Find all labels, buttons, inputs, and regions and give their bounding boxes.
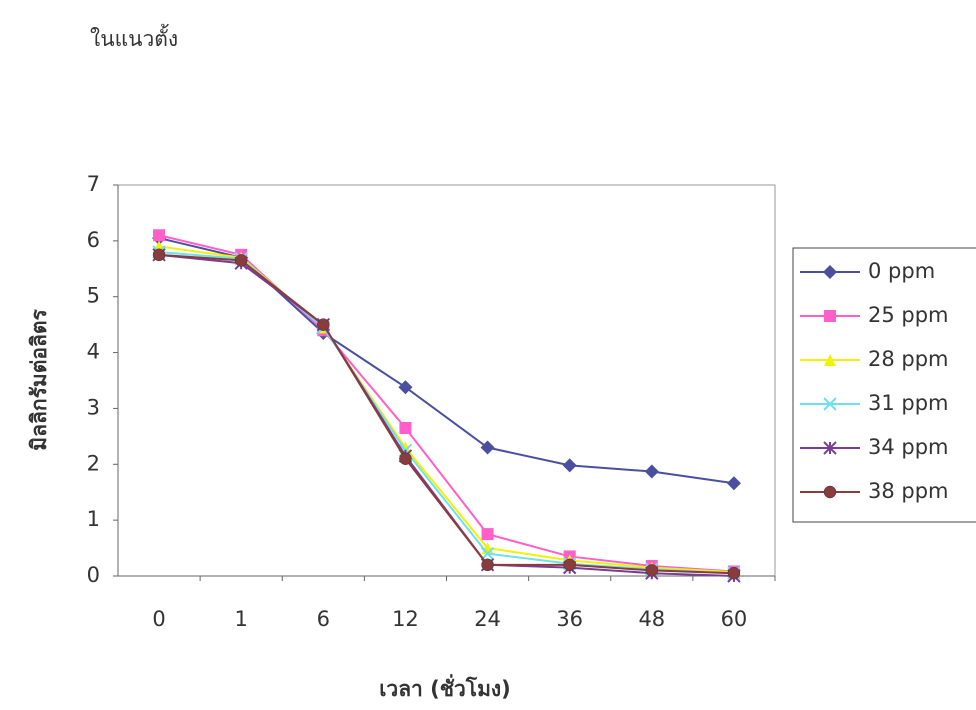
legend-marker	[823, 485, 837, 499]
legend-marker	[823, 397, 837, 411]
data-point	[317, 318, 330, 331]
legend-label: 38 ppm	[868, 479, 949, 503]
y-tick-label: 6	[87, 228, 100, 252]
y-tick-label: 4	[87, 340, 100, 364]
data-point	[481, 558, 494, 572]
y-tick-label: 7	[87, 172, 100, 196]
data-point	[727, 566, 741, 580]
x-tick-label: 12	[392, 607, 419, 631]
legend	[792, 247, 976, 523]
x-tick-label: 6	[317, 607, 330, 631]
x-axis-label: เวลา (ชั่วโมง)	[379, 673, 511, 701]
legend-marker	[824, 310, 836, 322]
y-axis-label: มิลลิกรัมต่อลิตร	[27, 309, 51, 451]
x-tick-label: 24	[474, 607, 501, 631]
legend-label: 31 ppm	[868, 391, 949, 415]
series-line	[158, 251, 734, 575]
data-point	[234, 254, 248, 267]
legend-marker	[823, 265, 837, 279]
y-tick-label: 2	[87, 451, 100, 475]
data-point	[152, 248, 166, 262]
series-line	[158, 245, 734, 574]
x-tick-label: 36	[556, 607, 583, 631]
data-point	[480, 440, 495, 455]
series-line	[158, 253, 734, 575]
data-point	[398, 380, 413, 395]
legend-label: 25 ppm	[868, 303, 949, 327]
plot-area	[117, 184, 776, 577]
x-tick-label: 1	[235, 607, 248, 631]
x-tick-label: 60	[721, 607, 748, 631]
data-point	[644, 464, 659, 479]
legend-label: 0 ppm	[868, 259, 935, 283]
y-tick-label: 0	[87, 563, 100, 587]
chart-title: ในแนวตั้ง	[90, 24, 178, 51]
series-line	[158, 234, 735, 573]
legend-marker	[823, 441, 837, 455]
series-line	[158, 253, 734, 577]
data-point	[562, 458, 577, 473]
series-line	[158, 237, 735, 485]
legend-label: 34 ppm	[868, 435, 949, 459]
data-point	[399, 421, 412, 434]
legend-label: 28 ppm	[868, 347, 949, 371]
legend-marker	[824, 354, 836, 366]
data-point	[153, 229, 166, 242]
x-tick-label: 0	[152, 607, 165, 631]
y-tick-label: 3	[87, 395, 100, 419]
data-point	[480, 546, 495, 561]
data-point	[481, 528, 494, 541]
data-point	[563, 558, 576, 572]
data-point	[726, 476, 741, 491]
y-tick-label: 5	[87, 284, 100, 308]
y-tick-label: 1	[87, 507, 100, 531]
data-point	[399, 452, 412, 465]
x-tick-label: 48	[638, 607, 665, 631]
data-point	[645, 564, 659, 577]
